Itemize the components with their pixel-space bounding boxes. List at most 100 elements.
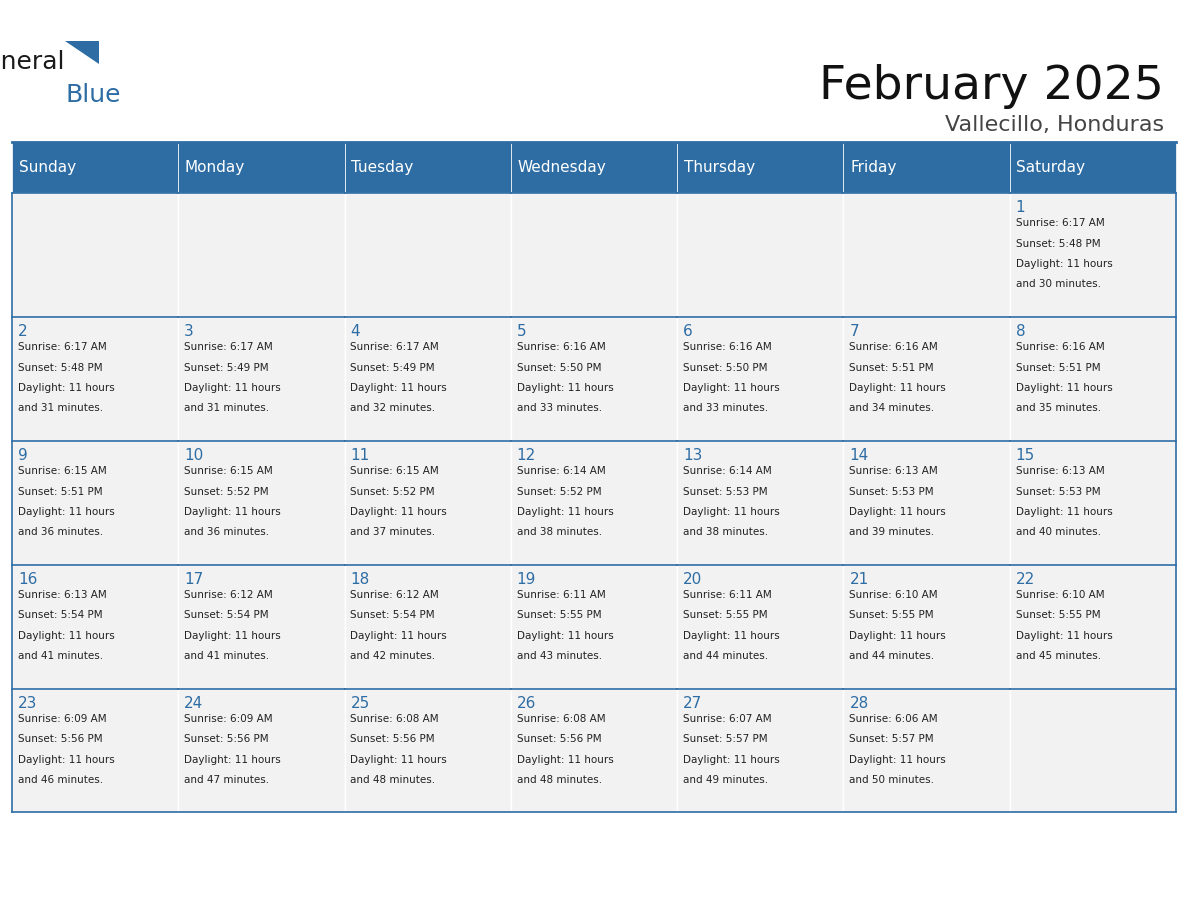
Text: Sunset: 5:55 PM: Sunset: 5:55 PM	[517, 610, 601, 621]
Text: Daylight: 11 hours: Daylight: 11 hours	[18, 507, 114, 517]
Text: Sunrise: 6:13 AM: Sunrise: 6:13 AM	[18, 590, 107, 600]
Text: 24: 24	[184, 696, 203, 711]
Text: Thursday: Thursday	[684, 160, 754, 175]
Text: Sunrise: 6:07 AM: Sunrise: 6:07 AM	[683, 714, 772, 724]
Text: Sunset: 5:56 PM: Sunset: 5:56 PM	[184, 734, 268, 744]
Text: Sunrise: 6:17 AM: Sunrise: 6:17 AM	[18, 342, 107, 353]
Text: and 35 minutes.: and 35 minutes.	[1016, 403, 1101, 413]
Text: and 44 minutes.: and 44 minutes.	[683, 651, 769, 661]
Text: 19: 19	[517, 572, 536, 587]
Text: and 47 minutes.: and 47 minutes.	[184, 775, 270, 785]
Text: Daylight: 11 hours: Daylight: 11 hours	[849, 507, 946, 517]
Text: Daylight: 11 hours: Daylight: 11 hours	[1016, 631, 1112, 641]
Text: Sunrise: 6:09 AM: Sunrise: 6:09 AM	[18, 714, 107, 724]
Text: Sunrise: 6:16 AM: Sunrise: 6:16 AM	[683, 342, 772, 353]
Text: Daylight: 11 hours: Daylight: 11 hours	[350, 383, 447, 393]
Text: Sunset: 5:51 PM: Sunset: 5:51 PM	[849, 363, 934, 373]
Text: Daylight: 11 hours: Daylight: 11 hours	[683, 631, 779, 641]
Text: and 48 minutes.: and 48 minutes.	[517, 775, 602, 785]
Text: Sunrise: 6:10 AM: Sunrise: 6:10 AM	[1016, 590, 1105, 600]
Text: Sunrise: 6:15 AM: Sunrise: 6:15 AM	[350, 466, 440, 476]
Text: Sunset: 5:57 PM: Sunset: 5:57 PM	[683, 734, 767, 744]
Text: Daylight: 11 hours: Daylight: 11 hours	[184, 383, 280, 393]
Text: 2: 2	[18, 324, 27, 339]
Text: 1: 1	[1016, 200, 1025, 215]
Text: Daylight: 11 hours: Daylight: 11 hours	[18, 755, 114, 765]
Text: Saturday: Saturday	[1017, 160, 1086, 175]
Text: February 2025: February 2025	[820, 64, 1164, 109]
Text: 16: 16	[18, 572, 37, 587]
Text: and 36 minutes.: and 36 minutes.	[184, 527, 270, 537]
Text: Sunday: Sunday	[19, 160, 76, 175]
Text: 5: 5	[517, 324, 526, 339]
Text: Daylight: 11 hours: Daylight: 11 hours	[1016, 383, 1112, 393]
Text: 22: 22	[1016, 572, 1035, 587]
Text: and 46 minutes.: and 46 minutes.	[18, 775, 103, 785]
Text: Sunset: 5:55 PM: Sunset: 5:55 PM	[683, 610, 767, 621]
Text: Daylight: 11 hours: Daylight: 11 hours	[184, 631, 280, 641]
Text: Sunset: 5:53 PM: Sunset: 5:53 PM	[849, 487, 934, 497]
Text: and 37 minutes.: and 37 minutes.	[350, 527, 436, 537]
Text: 20: 20	[683, 572, 702, 587]
Text: and 33 minutes.: and 33 minutes.	[517, 403, 602, 413]
Text: Sunset: 5:55 PM: Sunset: 5:55 PM	[849, 610, 934, 621]
Text: Daylight: 11 hours: Daylight: 11 hours	[1016, 507, 1112, 517]
Text: 4: 4	[350, 324, 360, 339]
Text: Daylight: 11 hours: Daylight: 11 hours	[849, 631, 946, 641]
Text: Sunset: 5:48 PM: Sunset: 5:48 PM	[1016, 239, 1100, 249]
Text: and 45 minutes.: and 45 minutes.	[1016, 651, 1101, 661]
Text: and 44 minutes.: and 44 minutes.	[849, 651, 935, 661]
Text: Sunrise: 6:16 AM: Sunrise: 6:16 AM	[517, 342, 606, 353]
Text: 3: 3	[184, 324, 194, 339]
Text: Sunset: 5:52 PM: Sunset: 5:52 PM	[184, 487, 268, 497]
Text: 11: 11	[350, 448, 369, 463]
Text: Sunset: 5:54 PM: Sunset: 5:54 PM	[184, 610, 268, 621]
Text: Sunset: 5:50 PM: Sunset: 5:50 PM	[683, 363, 767, 373]
Text: Blue: Blue	[65, 83, 121, 106]
Text: Daylight: 11 hours: Daylight: 11 hours	[517, 507, 613, 517]
Text: 21: 21	[849, 572, 868, 587]
Text: Sunset: 5:52 PM: Sunset: 5:52 PM	[350, 487, 435, 497]
Text: 10: 10	[184, 448, 203, 463]
Text: Sunrise: 6:16 AM: Sunrise: 6:16 AM	[1016, 342, 1105, 353]
Text: Daylight: 11 hours: Daylight: 11 hours	[350, 755, 447, 765]
Text: 13: 13	[683, 448, 702, 463]
Text: 12: 12	[517, 448, 536, 463]
Text: Monday: Monday	[185, 160, 245, 175]
Text: Sunset: 5:54 PM: Sunset: 5:54 PM	[18, 610, 102, 621]
Text: Sunset: 5:49 PM: Sunset: 5:49 PM	[350, 363, 435, 373]
Text: Sunset: 5:50 PM: Sunset: 5:50 PM	[517, 363, 601, 373]
Text: Daylight: 11 hours: Daylight: 11 hours	[184, 507, 280, 517]
Text: Daylight: 11 hours: Daylight: 11 hours	[18, 383, 114, 393]
Text: Daylight: 11 hours: Daylight: 11 hours	[350, 507, 447, 517]
Text: and 38 minutes.: and 38 minutes.	[517, 527, 602, 537]
Text: Sunset: 5:53 PM: Sunset: 5:53 PM	[1016, 487, 1100, 497]
Text: Daylight: 11 hours: Daylight: 11 hours	[184, 755, 280, 765]
Text: Sunset: 5:49 PM: Sunset: 5:49 PM	[184, 363, 268, 373]
Text: Sunrise: 6:10 AM: Sunrise: 6:10 AM	[849, 590, 939, 600]
Text: General: General	[0, 50, 65, 74]
Text: Sunrise: 6:17 AM: Sunrise: 6:17 AM	[1016, 218, 1105, 229]
Text: Daylight: 11 hours: Daylight: 11 hours	[517, 383, 613, 393]
Text: Sunrise: 6:15 AM: Sunrise: 6:15 AM	[184, 466, 273, 476]
Text: Daylight: 11 hours: Daylight: 11 hours	[517, 755, 613, 765]
Text: and 48 minutes.: and 48 minutes.	[350, 775, 436, 785]
Text: and 31 minutes.: and 31 minutes.	[18, 403, 103, 413]
Text: and 30 minutes.: and 30 minutes.	[1016, 279, 1101, 289]
Text: and 34 minutes.: and 34 minutes.	[849, 403, 935, 413]
Text: Sunrise: 6:11 AM: Sunrise: 6:11 AM	[517, 590, 606, 600]
Text: and 38 minutes.: and 38 minutes.	[683, 527, 769, 537]
Text: and 36 minutes.: and 36 minutes.	[18, 527, 103, 537]
Text: Sunset: 5:52 PM: Sunset: 5:52 PM	[517, 487, 601, 497]
Text: Vallecillo, Honduras: Vallecillo, Honduras	[946, 115, 1164, 135]
Text: Sunrise: 6:14 AM: Sunrise: 6:14 AM	[517, 466, 606, 476]
Text: and 31 minutes.: and 31 minutes.	[184, 403, 270, 413]
Text: 14: 14	[849, 448, 868, 463]
Text: 28: 28	[849, 696, 868, 711]
Text: Sunset: 5:56 PM: Sunset: 5:56 PM	[18, 734, 102, 744]
Text: 8: 8	[1016, 324, 1025, 339]
Text: Sunset: 5:53 PM: Sunset: 5:53 PM	[683, 487, 767, 497]
Text: Sunrise: 6:16 AM: Sunrise: 6:16 AM	[849, 342, 939, 353]
Text: and 32 minutes.: and 32 minutes.	[350, 403, 436, 413]
Text: 17: 17	[184, 572, 203, 587]
